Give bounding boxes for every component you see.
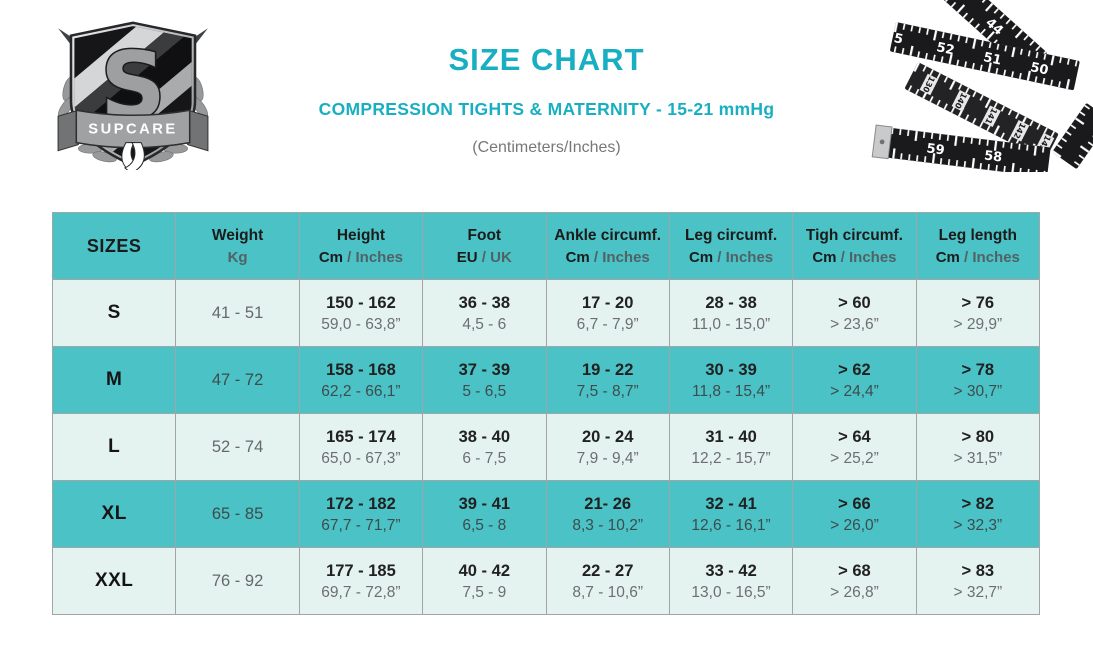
foot-cell: 38 - 40 6 - 7,5 <box>422 413 547 481</box>
col-header-sizes: SIZES <box>51 212 177 280</box>
leg-circumf-cell: 30 - 39 11,8 - 15,4” <box>668 346 794 414</box>
measuring-tape-image: 130 140 141 142 143 44 5 52 51 50 <box>860 0 1093 178</box>
shield-logo-icon: S SUPCARE <box>57 21 211 174</box>
units-note: (Centimeters/Inches) <box>472 139 621 156</box>
svg-text:51: 51 <box>982 50 1003 68</box>
sizes-cell: M <box>51 346 177 414</box>
tigh-circumf-cell: > 64 > 25,2” <box>792 413 917 481</box>
size-chart-table: SIZES Weight Kg Height Cm / Inches Foot … <box>51 212 1041 615</box>
col-header-ankle-circumf: Ankle circumf. Cm / Inches <box>545 212 670 280</box>
ankle-circumf-cell: 21- 26 8,3 - 10,2” <box>545 480 670 548</box>
weight-cell: 65 - 85 <box>175 480 300 548</box>
col-header-foot: Foot EU / UK <box>422 212 547 280</box>
svg-text:50: 50 <box>1029 60 1050 78</box>
size-row-m: M 47 - 72 158 - 168 62,2 - 66,1” 37 - 39 5… <box>51 346 1041 414</box>
height-cell: 165 - 174 65,0 - 67,3” <box>298 413 424 481</box>
leg-circumf-cell: 31 - 40 12,2 - 15,7” <box>668 413 794 481</box>
size-row-xxl: XXL 76 - 92 177 - 185 69,7 - 72,8” 40 - 4… <box>51 547 1041 615</box>
foot-cell: 39 - 41 6,5 - 8 <box>422 480 547 548</box>
col-header-weight: Weight Kg <box>175 212 300 280</box>
leg-circumf-cell: 28 - 38 11,0 - 15,0” <box>668 279 794 347</box>
sizes-cell: L <box>51 413 177 481</box>
tigh-circumf-cell: > 68 > 26,8” <box>792 547 917 615</box>
weight-cell: 47 - 72 <box>175 346 300 414</box>
weight-cell: 52 - 74 <box>175 413 300 481</box>
ankle-circumf-cell: 17 - 20 6,7 - 7,9” <box>545 279 670 347</box>
ankle-circumf-cell: 20 - 24 7,9 - 9,4” <box>545 413 670 481</box>
height-cell: 158 - 168 62,2 - 66,1” <box>298 346 424 414</box>
height-cell: 177 - 185 69,7 - 72,8” <box>298 547 424 615</box>
col-header-tigh-circumf: Tigh circumf. Cm / Inches <box>792 212 917 280</box>
measuring-tape-icon: 130 140 141 142 143 44 5 52 51 50 <box>871 0 1093 178</box>
tigh-circumf-cell: > 62 > 24,4” <box>792 346 917 414</box>
svg-text:5: 5 <box>892 31 904 48</box>
size-row-xl: XL 65 - 85 172 - 182 67,7 - 71,7” 39 - 41… <box>51 480 1041 548</box>
logo-brand-text: SUPCARE <box>88 121 177 137</box>
foot-cell: 37 - 39 5 - 6,5 <box>422 346 547 414</box>
svg-text:59: 59 <box>926 141 946 158</box>
foot-cell: 36 - 38 4,5 - 6 <box>422 279 547 347</box>
tigh-circumf-cell: > 60 > 23,6” <box>792 279 917 347</box>
leg-length-cell: > 83 > 32,7” <box>915 547 1041 615</box>
header-row: SIZES Weight Kg Height Cm / Inches Foot … <box>51 212 1041 280</box>
svg-text:52: 52 <box>935 40 956 58</box>
ankle-circumf-cell: 22 - 27 8,7 - 10,6” <box>545 547 670 615</box>
col-header-height: Height Cm / Inches <box>298 212 424 280</box>
page-subtitle: COMPRESSION TIGHTS & MATERNITY - 15-21 m… <box>318 99 775 119</box>
supcare-logo: S SUPCARE <box>52 18 214 174</box>
height-cell: 172 - 182 67,7 - 71,7” <box>298 480 424 548</box>
leg-circumf-cell: 32 - 41 12,6 - 16,1” <box>668 480 794 548</box>
leg-length-cell: > 82 > 32,3” <box>915 480 1041 548</box>
sizes-cell: S <box>51 279 177 347</box>
page-title: SIZE CHART <box>448 42 645 77</box>
leg-circumf-cell: 33 - 42 13,0 - 16,5” <box>668 547 794 615</box>
size-row-s: S 41 - 51 150 - 162 59,0 - 63,8” 36 - 38 4… <box>51 279 1041 347</box>
leg-length-cell: > 76 > 29,9” <box>915 279 1041 347</box>
sizes-cell: XL <box>51 480 177 548</box>
svg-text:58: 58 <box>983 148 1003 165</box>
foot-cell: 40 - 42 7,5 - 9 <box>422 547 547 615</box>
leg-length-cell: > 78 > 30,7” <box>915 346 1041 414</box>
weight-cell: 76 - 92 <box>175 547 300 615</box>
height-cell: 150 - 162 59,0 - 63,8” <box>298 279 424 347</box>
col-header-leg-circumf: Leg circumf. Cm / Inches <box>668 212 794 280</box>
tigh-circumf-cell: > 66 > 26,0” <box>792 480 917 548</box>
ankle-circumf-cell: 19 - 22 7,5 - 8,7” <box>545 346 670 414</box>
sizes-cell: XXL <box>51 547 177 615</box>
col-header-leg-length: Leg length Cm / Inches <box>915 212 1041 280</box>
leg-length-cell: > 80 > 31,5” <box>915 413 1041 481</box>
size-row-l: L 52 - 74 165 - 174 65,0 - 67,3” 38 - 40 6… <box>51 413 1041 481</box>
weight-cell: 41 - 51 <box>175 279 300 347</box>
